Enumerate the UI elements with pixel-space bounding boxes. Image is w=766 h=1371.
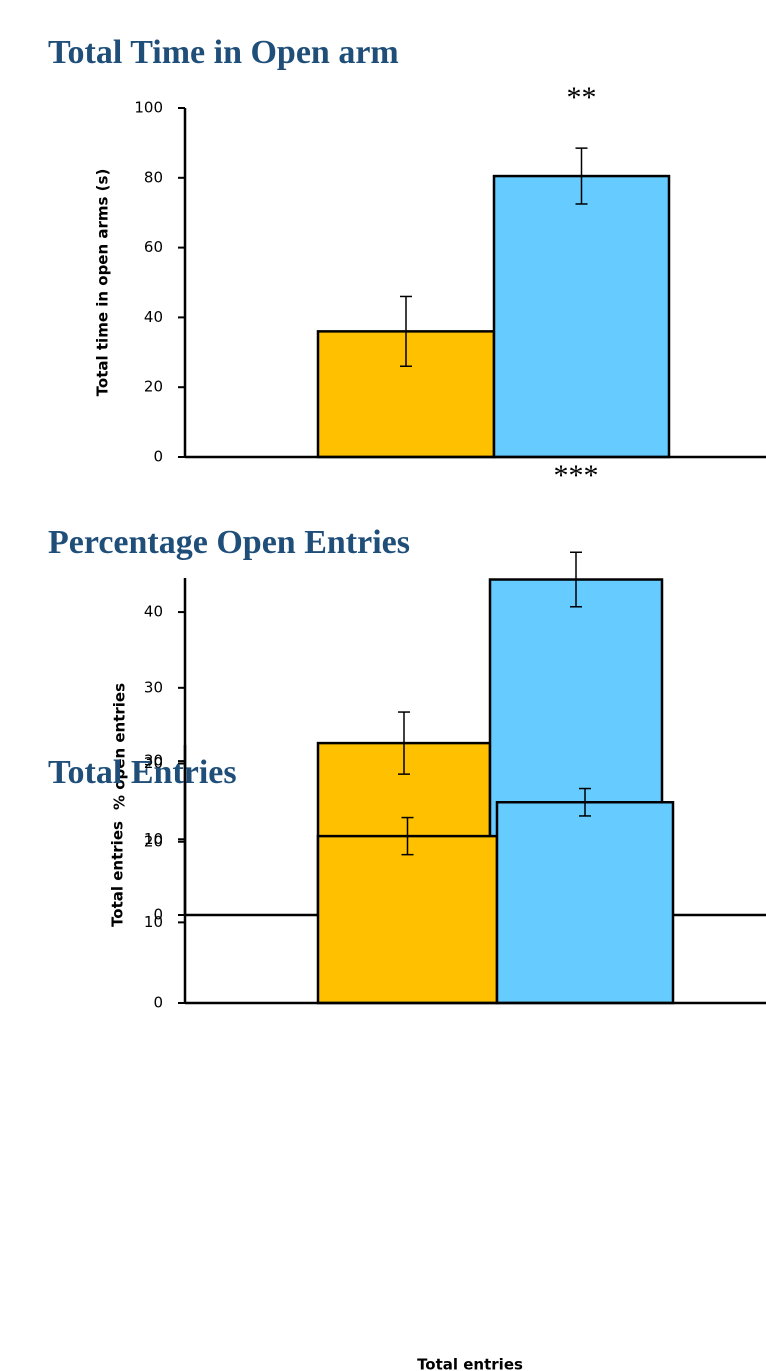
- chart-title: Total Time in Open arm: [48, 34, 399, 71]
- y-tick-label: 10: [144, 913, 163, 931]
- y-tick-label: 100: [134, 99, 163, 117]
- y-tick-label: 40: [144, 603, 163, 621]
- y-tick-label: 60: [144, 238, 163, 256]
- bar: [492, 174, 671, 459]
- y-tick-label: 80: [144, 168, 163, 186]
- y-tick-label: 40: [144, 308, 163, 326]
- error-bar: [575, 147, 588, 205]
- y-tick-label: 0: [153, 994, 163, 1012]
- error-bar: [401, 816, 414, 856]
- chart-title: Total Entries: [48, 754, 237, 791]
- y-tick-label: 20: [144, 378, 163, 396]
- chart-title: Percentage Open Entries: [48, 524, 410, 561]
- y-tick-label: 20: [144, 832, 163, 850]
- annotation: **: [567, 81, 597, 114]
- error-bar: [400, 295, 412, 368]
- y-axis-label: % open entries: [111, 683, 129, 810]
- y-tick-label: 0: [153, 906, 163, 924]
- x-axis-label: Total entries: [417, 1356, 523, 1371]
- y-tick-label: 30: [144, 752, 163, 770]
- y-tick-label: 20: [144, 754, 163, 772]
- y-tick-label: 30: [144, 678, 163, 696]
- error-bar: [579, 787, 591, 817]
- annotation: ***: [554, 459, 599, 492]
- bar: [495, 800, 675, 1005]
- error-bar: [398, 711, 410, 775]
- error-bar: [570, 551, 582, 608]
- y-axis-label: Total time in open arms (s): [94, 169, 112, 397]
- bar: [316, 834, 499, 1005]
- y-tick-label: 10: [144, 830, 163, 848]
- y-tick-label: 0: [153, 448, 163, 466]
- y-axis-label: Total entries: [109, 821, 127, 927]
